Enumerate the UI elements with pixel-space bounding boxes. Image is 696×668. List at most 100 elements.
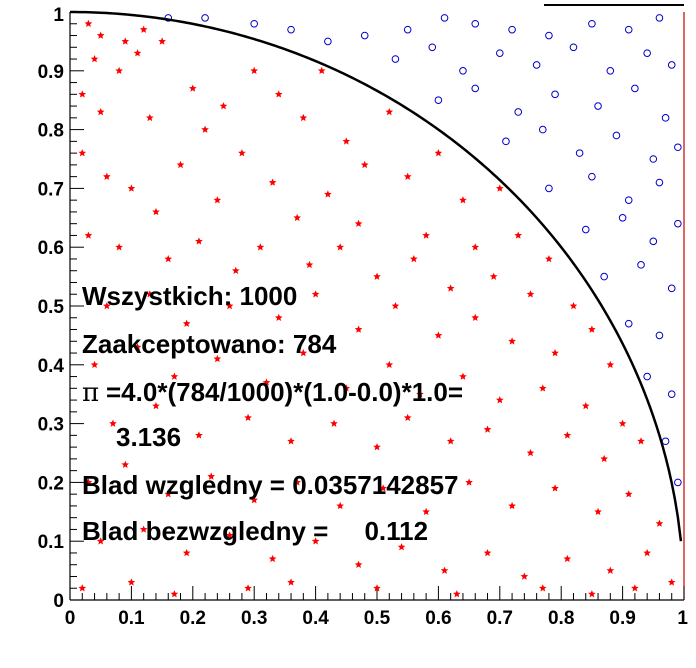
accepted-point	[305, 260, 314, 269]
x-tick-label: 0	[65, 608, 76, 629]
rejected-point	[674, 478, 682, 487]
accepted-point	[195, 431, 203, 439]
annotation-pi-symbol: π	[82, 378, 99, 408]
accepted-point	[256, 243, 265, 251]
accepted-point	[189, 84, 197, 92]
accepted-point	[244, 413, 252, 421]
rejected-point	[471, 19, 480, 28]
accepted-point	[600, 454, 608, 463]
accepted-point	[422, 231, 430, 239]
accepted-point	[440, 566, 449, 574]
rejected-point	[612, 131, 621, 140]
accepted-point	[459, 372, 467, 380]
accepted-point	[164, 254, 173, 263]
annotation-total: Wszystkich: 1000	[82, 281, 297, 311]
accepted-point	[274, 313, 283, 321]
rejected-point	[594, 102, 602, 110]
y-tick-label: 0.9	[38, 62, 64, 83]
accepted-point	[373, 443, 381, 451]
accepted-point	[182, 548, 191, 557]
rejected-point	[403, 25, 412, 34]
annotation-result: 3.136	[116, 422, 181, 452]
rejected-point	[643, 49, 651, 57]
accepted-point	[324, 190, 332, 198]
accepted-point	[397, 543, 406, 551]
accepted-point	[373, 272, 381, 280]
accepted-point	[538, 584, 547, 592]
accepted-point	[551, 484, 559, 492]
accepted-point	[434, 149, 443, 157]
y-tick-label: 0.7	[38, 179, 64, 200]
accepted-point	[336, 243, 344, 251]
y-tick-labels: 0 0.1 0.2 0.3 0.4 0.5 0.6 0.7 0.8 0.9 1	[38, 5, 65, 612]
accepted-point	[84, 19, 93, 27]
accepted-point	[96, 537, 105, 545]
accepted-point	[176, 160, 185, 169]
rejected-point	[459, 67, 467, 75]
axis-ticks	[69, 11, 685, 601]
accepted-point	[231, 266, 240, 274]
accepted-point	[90, 360, 99, 369]
accepted-point	[569, 302, 578, 310]
accepted-point	[618, 419, 627, 427]
accepted-point	[213, 196, 222, 204]
accepted-point	[133, 49, 142, 57]
accepted-point	[410, 254, 418, 263]
accepted-point	[170, 372, 179, 380]
accepted-point	[84, 478, 93, 486]
rejected-point	[588, 172, 596, 181]
accepted-point	[164, 490, 173, 498]
accepted-point	[103, 172, 111, 180]
rejected-point	[201, 14, 209, 22]
accepted-point	[330, 419, 338, 427]
accepted-point	[606, 360, 615, 369]
accepted-point	[96, 107, 105, 116]
rejected-point	[575, 149, 584, 157]
rejected-point	[624, 196, 633, 204]
rejected-point	[649, 237, 658, 246]
accepted-point	[526, 449, 535, 457]
y-tick-label: 0.4	[38, 356, 65, 377]
accepted-point	[336, 501, 344, 510]
accepted-point	[250, 496, 258, 504]
accepted-point	[643, 548, 651, 557]
rejected-point	[618, 214, 627, 222]
accepted-point	[287, 437, 295, 445]
rejected-point	[508, 25, 516, 34]
accepted-point	[299, 113, 308, 122]
rejected-point	[514, 108, 523, 116]
rejected-point	[428, 43, 437, 52]
x-tick-label: 0.9	[609, 608, 635, 629]
annotation-accepted: Zaakceptowano: 784	[82, 329, 337, 359]
accepted-point	[508, 501, 516, 510]
y-tick-label: 0.8	[38, 121, 64, 142]
rejected-point	[643, 372, 651, 381]
accepted-point	[379, 484, 387, 492]
accepted-point	[422, 507, 430, 516]
rejected-point	[661, 437, 670, 446]
rejected-point	[581, 225, 590, 234]
x-tick-label: 0.1	[118, 608, 145, 629]
rejected-point	[588, 19, 596, 28]
rejected-point	[624, 319, 633, 328]
accepted-point	[360, 160, 369, 169]
accepted-point	[238, 149, 246, 157]
x-tick-label: 0.8	[548, 608, 574, 629]
rejected-point	[569, 43, 578, 52]
accepted-point	[459, 196, 467, 204]
accepted-point	[139, 25, 148, 33]
accepted-point	[293, 478, 301, 486]
accepted-point	[520, 572, 529, 580]
accepted-point	[391, 302, 400, 310]
accepted-point	[403, 413, 412, 421]
accepted-point	[446, 437, 455, 445]
accepted-point	[471, 313, 480, 321]
rejected-point	[631, 84, 639, 93]
annotation-formula: =4.0*(784/1000)*(1.0-0.0)*1.0=	[106, 377, 463, 407]
rejected-point	[391, 55, 400, 63]
accepted-point	[606, 566, 615, 574]
accepted-point	[146, 290, 154, 298]
accepted-point	[317, 66, 326, 75]
accepted-points	[78, 19, 676, 598]
accepted-point	[115, 66, 123, 75]
